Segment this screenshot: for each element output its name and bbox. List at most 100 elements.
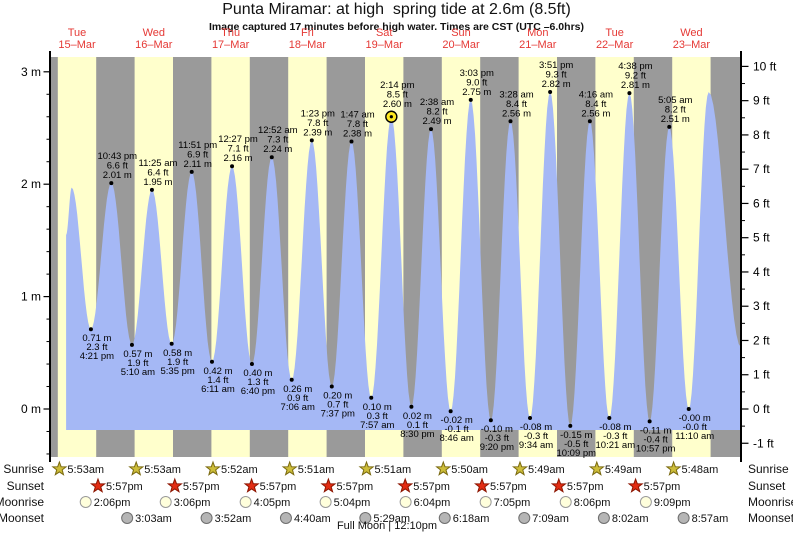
- day-date: 16–Mar: [135, 39, 173, 51]
- tide-time-label: 4:38 pm: [618, 61, 652, 72]
- moonrise-time: 2:06pm: [94, 497, 131, 509]
- tide-time-label: 12:52 am: [258, 125, 298, 136]
- tide-meters-label: 0.20 m: [323, 391, 352, 402]
- tide-feet-label: 7.1 ft: [227, 144, 248, 155]
- sunset-row-label-right: Sunset: [748, 479, 786, 493]
- moonset-icon: [279, 512, 292, 524]
- tide-time-label: 9:34 am: [519, 440, 553, 451]
- sunrise-time: 5:53am: [144, 464, 181, 476]
- tide-extreme-dot: [409, 404, 414, 409]
- sunrise-star-icon: [204, 460, 221, 476]
- right-axis-label: 7 ft: [753, 162, 770, 176]
- sunrise-time: 5:52am: [221, 464, 258, 476]
- moonset-event: 4:40am: [279, 512, 331, 525]
- tide-time-label: 4:16 am: [579, 89, 613, 100]
- sunrise-time: 5:51am: [375, 464, 412, 476]
- tide-extreme-dot: [448, 409, 453, 414]
- moonrise-event: 4:05pm: [239, 496, 290, 509]
- tide-time-label: 11:51 pm: [178, 140, 217, 151]
- sunset-event: 5:57pm: [320, 477, 373, 493]
- moonset-icon: [677, 512, 690, 524]
- tide-meters-label: 2.56 m: [502, 108, 531, 119]
- moonrise-event: 3:06pm: [159, 496, 211, 509]
- low-tide-event: 0.58 m1.9 ft5:35 pm: [160, 341, 195, 377]
- tide-meters-label: 2.24 m: [263, 144, 292, 155]
- tide-extreme-dot: [627, 91, 632, 96]
- sunrise-star-icon: [588, 460, 605, 476]
- page-title: Punta Miramar: at high spring tide at 2.…: [222, 1, 571, 18]
- tide-feet-label: 8.2 ft: [665, 104, 686, 115]
- day-weekday: Wed: [143, 27, 165, 39]
- sunset-star-icon: [474, 477, 491, 493]
- tide-feet-label: 9.2 ft: [625, 71, 646, 82]
- tide-extreme-dot: [429, 127, 434, 132]
- tide-feet-label: -0.3 ft: [524, 431, 549, 442]
- right-axis-label: 3 ft: [753, 299, 770, 313]
- day-weekday: Mon: [527, 27, 548, 39]
- moonset-event: 7:09am: [518, 512, 569, 525]
- low-tide-event: 0.02 m0.1 ft8:30 pm: [400, 404, 435, 440]
- tide-feet-label: 0.7 ft: [327, 400, 348, 411]
- moonrise-event: 7:05pm: [479, 496, 530, 509]
- right-axis-label: 2 ft: [753, 333, 770, 347]
- moonrise-event: 9:09pm: [639, 496, 691, 509]
- tide-meters-label: -0.10 m: [481, 424, 513, 435]
- high-tide-event: 1:23 pm7.8 ft2.39 m: [301, 108, 335, 143]
- sunrise-time: 5:49am: [528, 464, 565, 476]
- tide-extreme-dot: [189, 169, 194, 174]
- sunrise-event: 5:52am: [204, 460, 258, 476]
- tide-extreme-dot: [508, 119, 513, 124]
- day-date: 18–Mar: [289, 39, 327, 51]
- right-axis-label: 10 ft: [753, 59, 777, 73]
- high-tide-event: 12:27 pm7.1 ft2.16 m: [218, 134, 258, 169]
- tide-extreme-dot: [289, 377, 294, 382]
- tide-meters-label: 0.71 m: [82, 333, 111, 344]
- high-tide-event: 10:43 pm6.6 ft2.01 m: [97, 151, 137, 186]
- high-tide-event: 3:28 am8.4 ft2.56 m: [499, 89, 534, 124]
- right-axis-label: 6 ft: [753, 196, 770, 210]
- sunset-time: 5:57pm: [183, 481, 220, 493]
- tide-feet-label: 2.3 ft: [86, 342, 107, 353]
- sunset-star-icon: [90, 477, 107, 493]
- tide-feet-label: -0.3 ft: [485, 433, 510, 444]
- tide-extreme-dot: [169, 341, 174, 346]
- tide-meters-label: 1.95 m: [143, 177, 172, 188]
- tide-extreme-dot: [249, 362, 254, 367]
- tide-extreme-dot: [230, 164, 235, 169]
- tide-feet-label: -0.5 ft: [564, 439, 589, 450]
- high-tide-event: 5:05 am8.2 ft2.51 m: [658, 95, 693, 129]
- tide-time-label: 2:14 pm: [380, 80, 414, 91]
- tide-extreme-dot: [587, 119, 592, 124]
- day-weekday: Fri: [301, 27, 314, 39]
- tide-feet-label: -0.3 ft: [603, 431, 628, 442]
- low-tide-event: 0.42 m1.4 ft6:11 am: [201, 359, 235, 395]
- sunset-star-icon: [166, 477, 183, 493]
- sunset-event: 5:57pm: [397, 477, 450, 493]
- sunrise-row-label-left: Sunrise: [3, 462, 44, 476]
- tide-time-label: 10:57 pm: [636, 443, 676, 454]
- tide-time-label: 5:10 am: [121, 367, 155, 378]
- moonset-row-label-right: Moonset: [748, 511, 793, 525]
- sunset-time: 5:57pm: [644, 481, 681, 493]
- moonrise-time: 3:06pm: [174, 497, 211, 509]
- tide-meters-label: 2.11 m: [184, 159, 212, 170]
- tide-feet-label: 1.4 ft: [207, 375, 228, 386]
- tide-time-label: 7:57 am: [360, 420, 394, 431]
- tide-meters-label: 2.39 m: [303, 127, 332, 138]
- tide-area: [66, 92, 741, 430]
- moonset-time: 8:02am: [612, 513, 649, 525]
- moonrise-icon: [559, 496, 572, 508]
- moonset-time: 7:09am: [532, 513, 569, 525]
- tide-feet-label: 6.9 ft: [187, 149, 208, 160]
- sunset-event: 5:57pm: [243, 477, 296, 493]
- moonrise-icon: [639, 496, 652, 508]
- moonset-event: 8:02am: [597, 512, 649, 525]
- tide-feet-label: -0.0 ft: [683, 422, 708, 433]
- moonrise-icon: [79, 496, 92, 508]
- tide-feet-label: -0.1 ft: [445, 424, 470, 435]
- day-weekday: Sat: [376, 27, 393, 39]
- sunrise-row-label-right: Sunrise: [748, 462, 789, 476]
